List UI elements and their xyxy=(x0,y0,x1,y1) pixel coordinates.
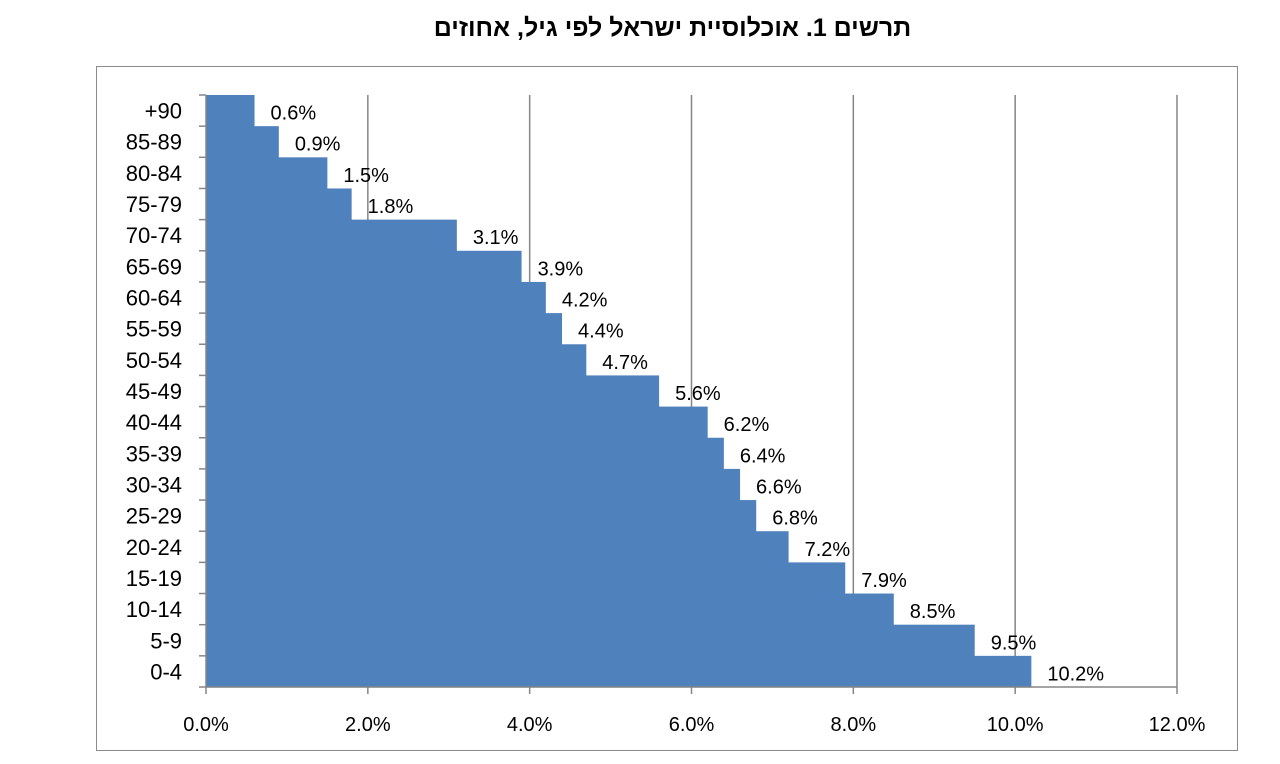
bar xyxy=(206,500,757,532)
bar xyxy=(206,437,724,470)
category-label: 80-84 xyxy=(126,161,182,186)
x-tick-label: 10.0% xyxy=(987,714,1044,736)
data-label: 7.2% xyxy=(805,539,851,561)
category-labels: +90 85-89 80-84 75-79 70-74 65-69 60-64 55-59 50… xyxy=(126,99,182,685)
category-label: 30-34 xyxy=(126,472,182,497)
data-label: 1.5% xyxy=(343,165,389,187)
category-label: 20-24 xyxy=(126,535,182,560)
x-tick-label: 4.0% xyxy=(507,714,553,736)
data-label: 0.9% xyxy=(295,134,341,156)
bar xyxy=(206,219,457,252)
category-label: 35-39 xyxy=(126,441,182,466)
category-label: 5-9 xyxy=(150,628,182,653)
bar xyxy=(206,281,546,314)
data-label: 8.5% xyxy=(910,601,956,623)
axes xyxy=(199,94,1178,694)
category-label: 0-4 xyxy=(150,659,182,684)
category-label: 65-69 xyxy=(126,254,182,279)
bar xyxy=(206,375,660,408)
category-label: 25-29 xyxy=(126,504,182,529)
bar xyxy=(206,624,975,657)
bar xyxy=(206,344,587,377)
data-label: 9.5% xyxy=(991,632,1037,654)
bar xyxy=(206,313,563,345)
data-label: 7.9% xyxy=(861,570,907,592)
chart-frame xyxy=(96,66,1238,751)
x-tick-label: 2.0% xyxy=(345,714,391,736)
bar xyxy=(206,655,1032,688)
x-tick-labels: 0.0% 2.0% 4.0% 6.0% 8.0% 10.0% 12.0% xyxy=(183,714,1205,736)
data-labels: 0.6% 0.9%1.5% 1.8% 3.1% 3.9% 4.2% 4.4% 4.7% 5.6%… xyxy=(271,103,1105,686)
data-label: 3.1% xyxy=(473,227,519,249)
category-label: 60-64 xyxy=(126,286,182,311)
category-label: 45-49 xyxy=(126,379,182,404)
data-label: 4.4% xyxy=(578,321,624,343)
bar xyxy=(206,95,255,127)
category-label: 50-54 xyxy=(126,348,182,373)
data-label: 3.9% xyxy=(538,258,584,280)
bar xyxy=(206,406,708,439)
bar xyxy=(206,562,846,595)
bar xyxy=(206,593,894,626)
category-label: 10-14 xyxy=(126,597,182,622)
bar xyxy=(206,126,279,158)
bar xyxy=(206,188,352,221)
x-tick-label: 12.0% xyxy=(1149,714,1206,736)
category-label: 85-89 xyxy=(126,130,182,155)
data-label: 6.6% xyxy=(756,476,802,498)
data-label: 1.8% xyxy=(368,196,414,218)
data-label: 4.2% xyxy=(562,290,608,312)
category-label: +90 xyxy=(145,99,182,124)
category-label: 15-19 xyxy=(126,566,182,591)
data-label: 6.8% xyxy=(772,508,818,530)
data-label: 4.7% xyxy=(602,352,648,374)
data-label: 10.2% xyxy=(1047,663,1104,685)
data-label: 6.4% xyxy=(740,445,786,467)
data-label: 6.2% xyxy=(724,414,770,436)
bar xyxy=(206,531,789,563)
bars xyxy=(206,95,1032,688)
bar xyxy=(206,157,328,190)
chart-title: תרשים 1. אוכלוסיית ישראל לפי גיל, אחוזים xyxy=(433,14,912,42)
x-tick-label: 8.0% xyxy=(831,714,877,736)
x-tick-label: 6.0% xyxy=(669,714,715,736)
category-label: 75-79 xyxy=(126,192,182,217)
bar xyxy=(206,468,741,501)
category-label: 55-59 xyxy=(126,317,182,342)
data-label: 0.6% xyxy=(271,103,317,125)
category-label: 70-74 xyxy=(126,223,182,248)
bar xyxy=(206,250,522,283)
data-label: 5.6% xyxy=(675,383,721,405)
x-tick-label: 0.0% xyxy=(183,714,229,736)
category-label: 40-44 xyxy=(126,410,182,435)
